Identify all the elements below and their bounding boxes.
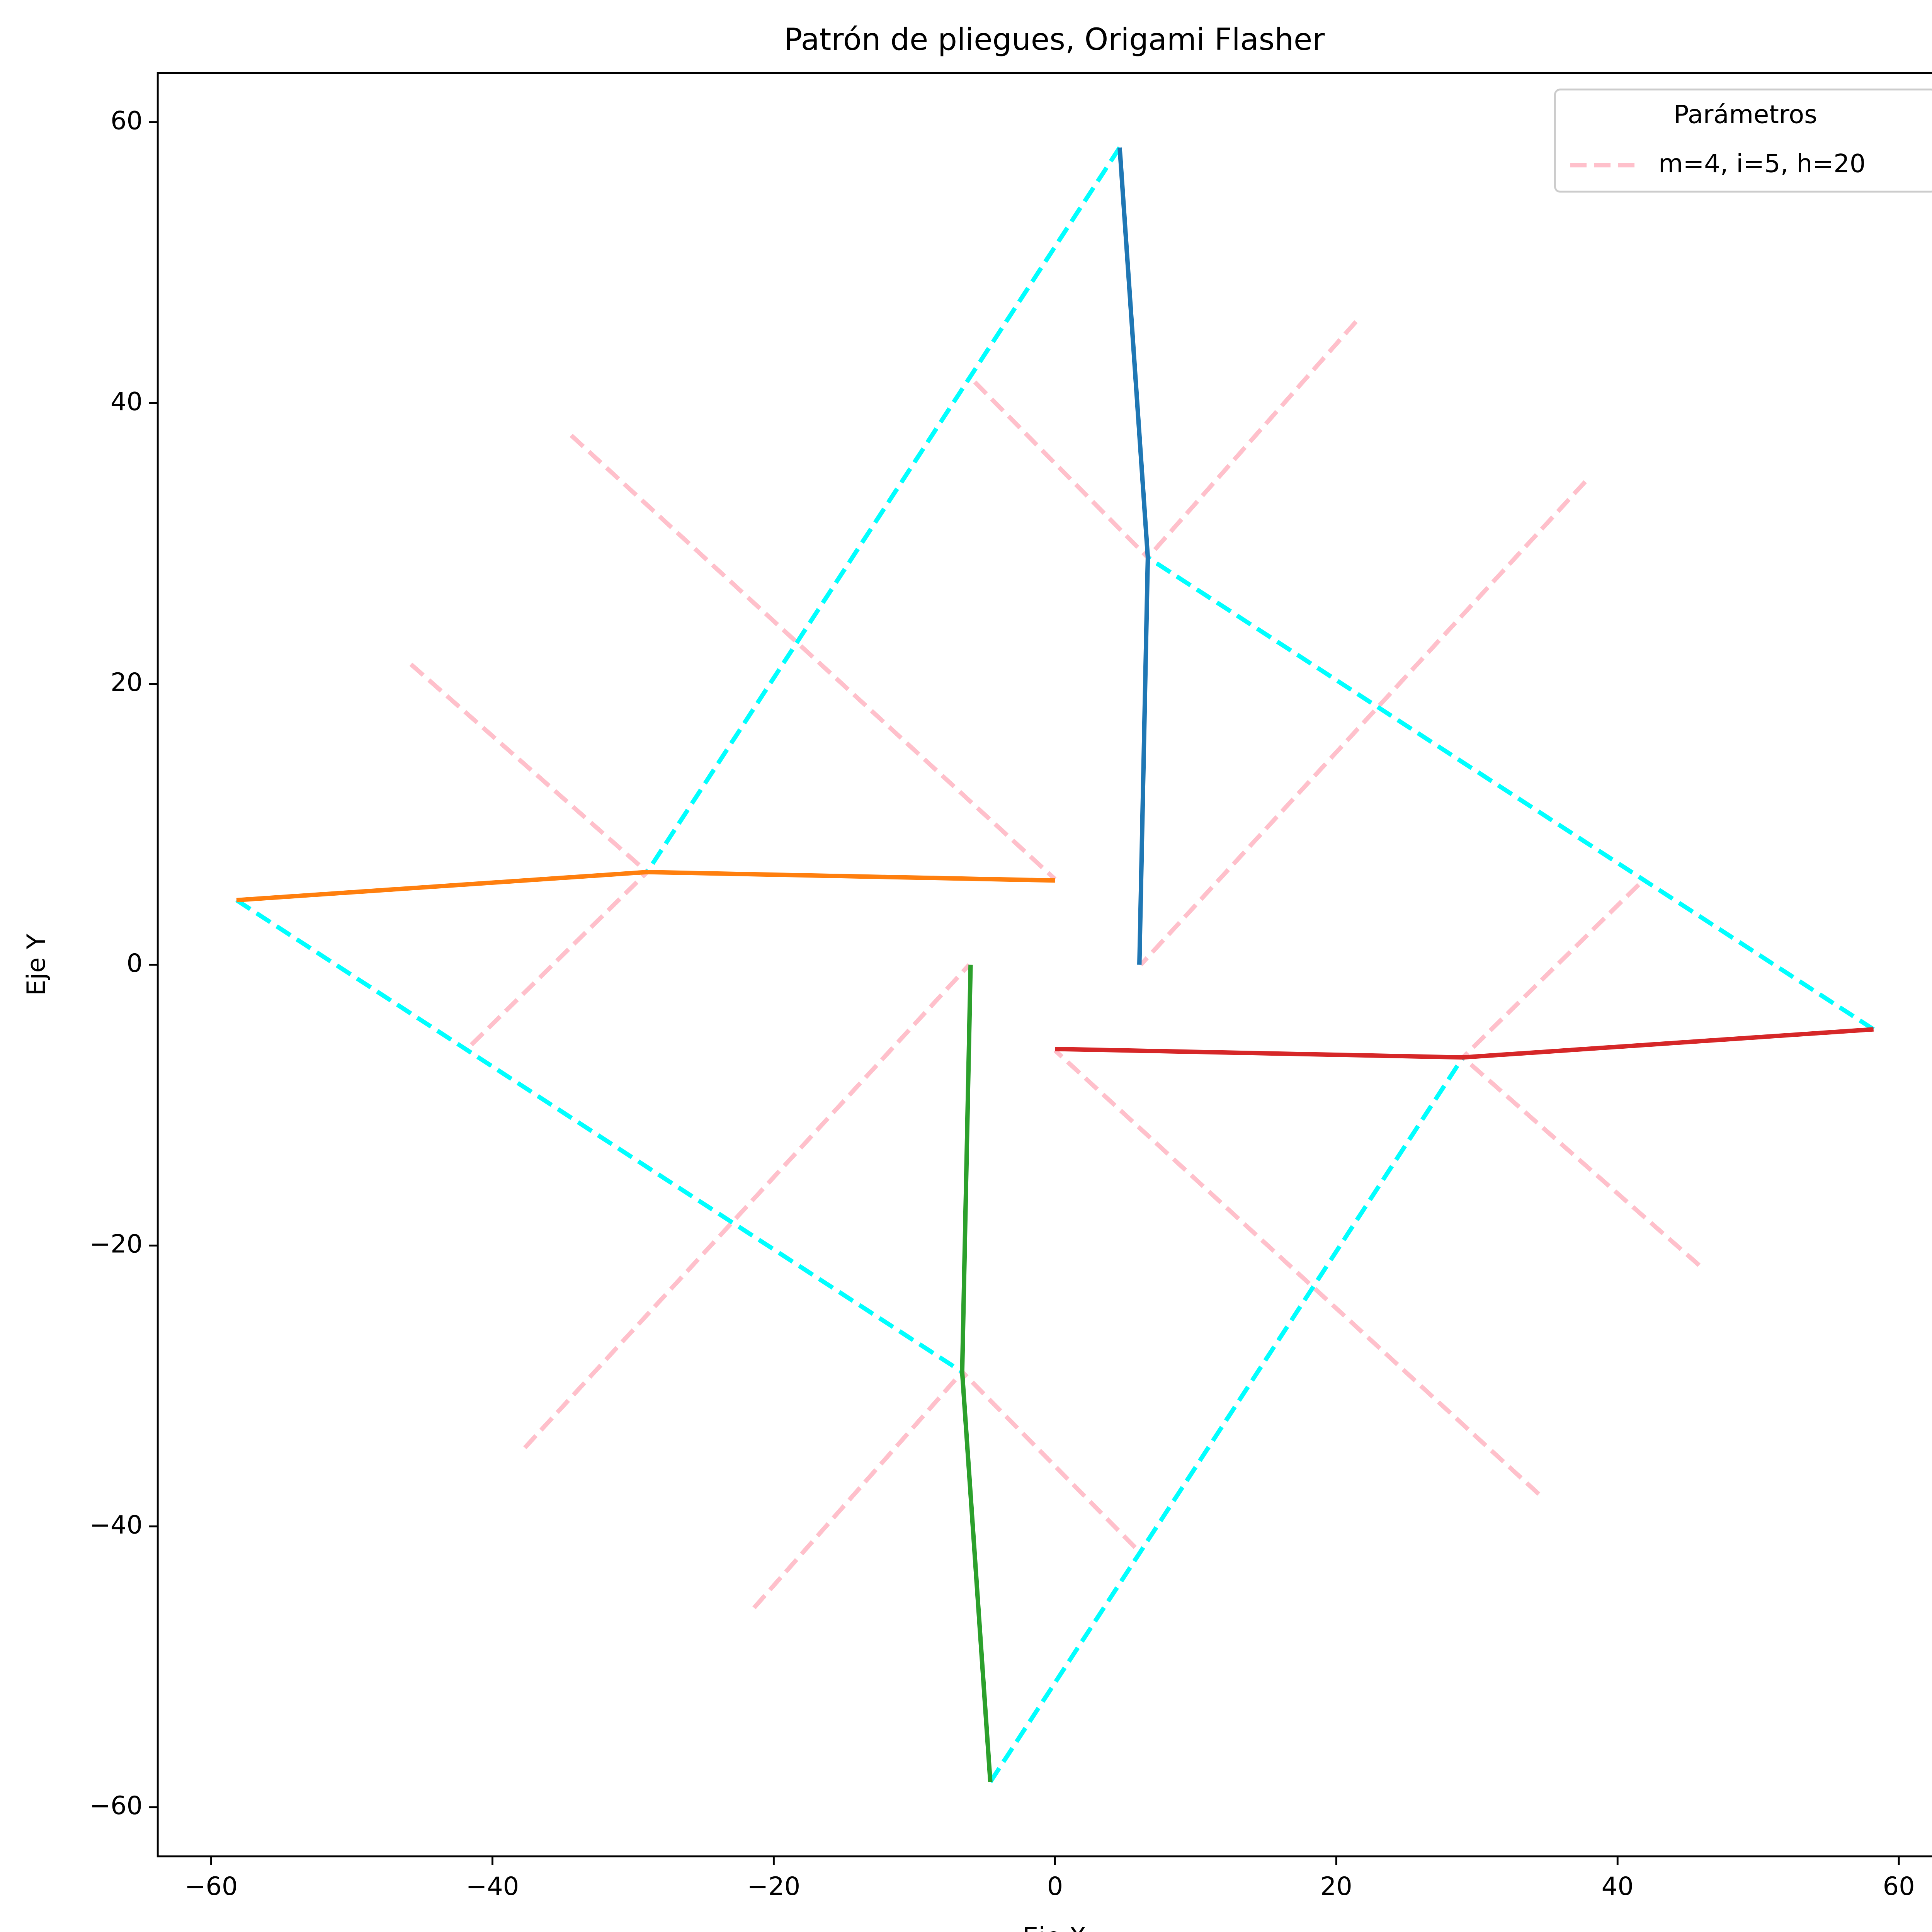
y-tick-label: 20: [111, 668, 143, 697]
x-tick-label: 0: [1047, 1872, 1063, 1901]
x-tick-label: −20: [747, 1872, 801, 1901]
series-line: [1055, 1027, 1874, 1060]
y-tick-label: 60: [111, 106, 143, 136]
y-tick-label: 40: [111, 387, 143, 416]
y-tick-label: −60: [89, 1791, 143, 1820]
x-axis-label: Eje X: [1022, 1922, 1086, 1932]
legend-box: [1554, 88, 1932, 193]
series-line: [960, 964, 993, 1782]
series-line: [236, 870, 1055, 903]
series-line: [1117, 147, 1150, 965]
legend-label: m=4, i=5, h=20: [1658, 149, 1866, 179]
series-line: [235, 146, 1875, 1783]
x-tick-label: −40: [466, 1872, 519, 1901]
y-tick-label: 0: [127, 949, 143, 978]
y-tick-label: −20: [89, 1230, 143, 1259]
legend-title: Parámetros: [1673, 100, 1817, 129]
x-tick-label: 40: [1602, 1872, 1634, 1901]
y-axis-label: Eje Y: [22, 934, 51, 996]
y-tick-label: −40: [89, 1510, 143, 1539]
series-line: [409, 320, 1701, 1609]
x-tick-label: 60: [1883, 1872, 1915, 1901]
x-tick-label: 20: [1320, 1872, 1352, 1901]
x-tick-label: −60: [185, 1872, 238, 1901]
plot-frame: [156, 72, 1932, 1857]
chart-title: Patrón de pliegues, Origami Flasher: [784, 22, 1325, 57]
